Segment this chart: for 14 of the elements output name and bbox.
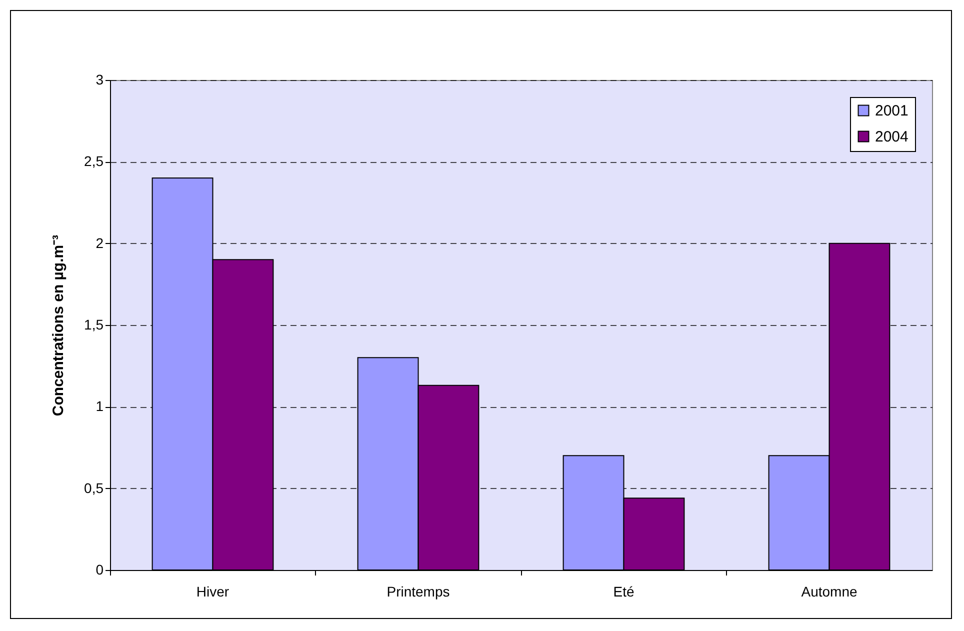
y-tick-label: 2,5 [84,153,104,170]
y-axis-title: Concentrations en µg.m⁻³ [50,234,68,416]
y-tick-label: 2 [96,234,104,251]
x-tick-label: Printemps [386,584,450,600]
legend-label: 2004 [875,128,908,146]
y-tick-label: 0,5 [84,480,104,496]
legend-label: 2001 [875,102,908,120]
y-tick-label: 1,5 [84,316,104,332]
y-tick-label: 3 [96,72,104,88]
x-tick-label: Hiver [196,584,230,600]
x-tick-label: Eté [613,584,634,600]
y-tick-label: 1 [96,398,104,414]
x-tick-label: Automne [801,584,858,600]
y-tick-label: 0 [96,562,104,578]
